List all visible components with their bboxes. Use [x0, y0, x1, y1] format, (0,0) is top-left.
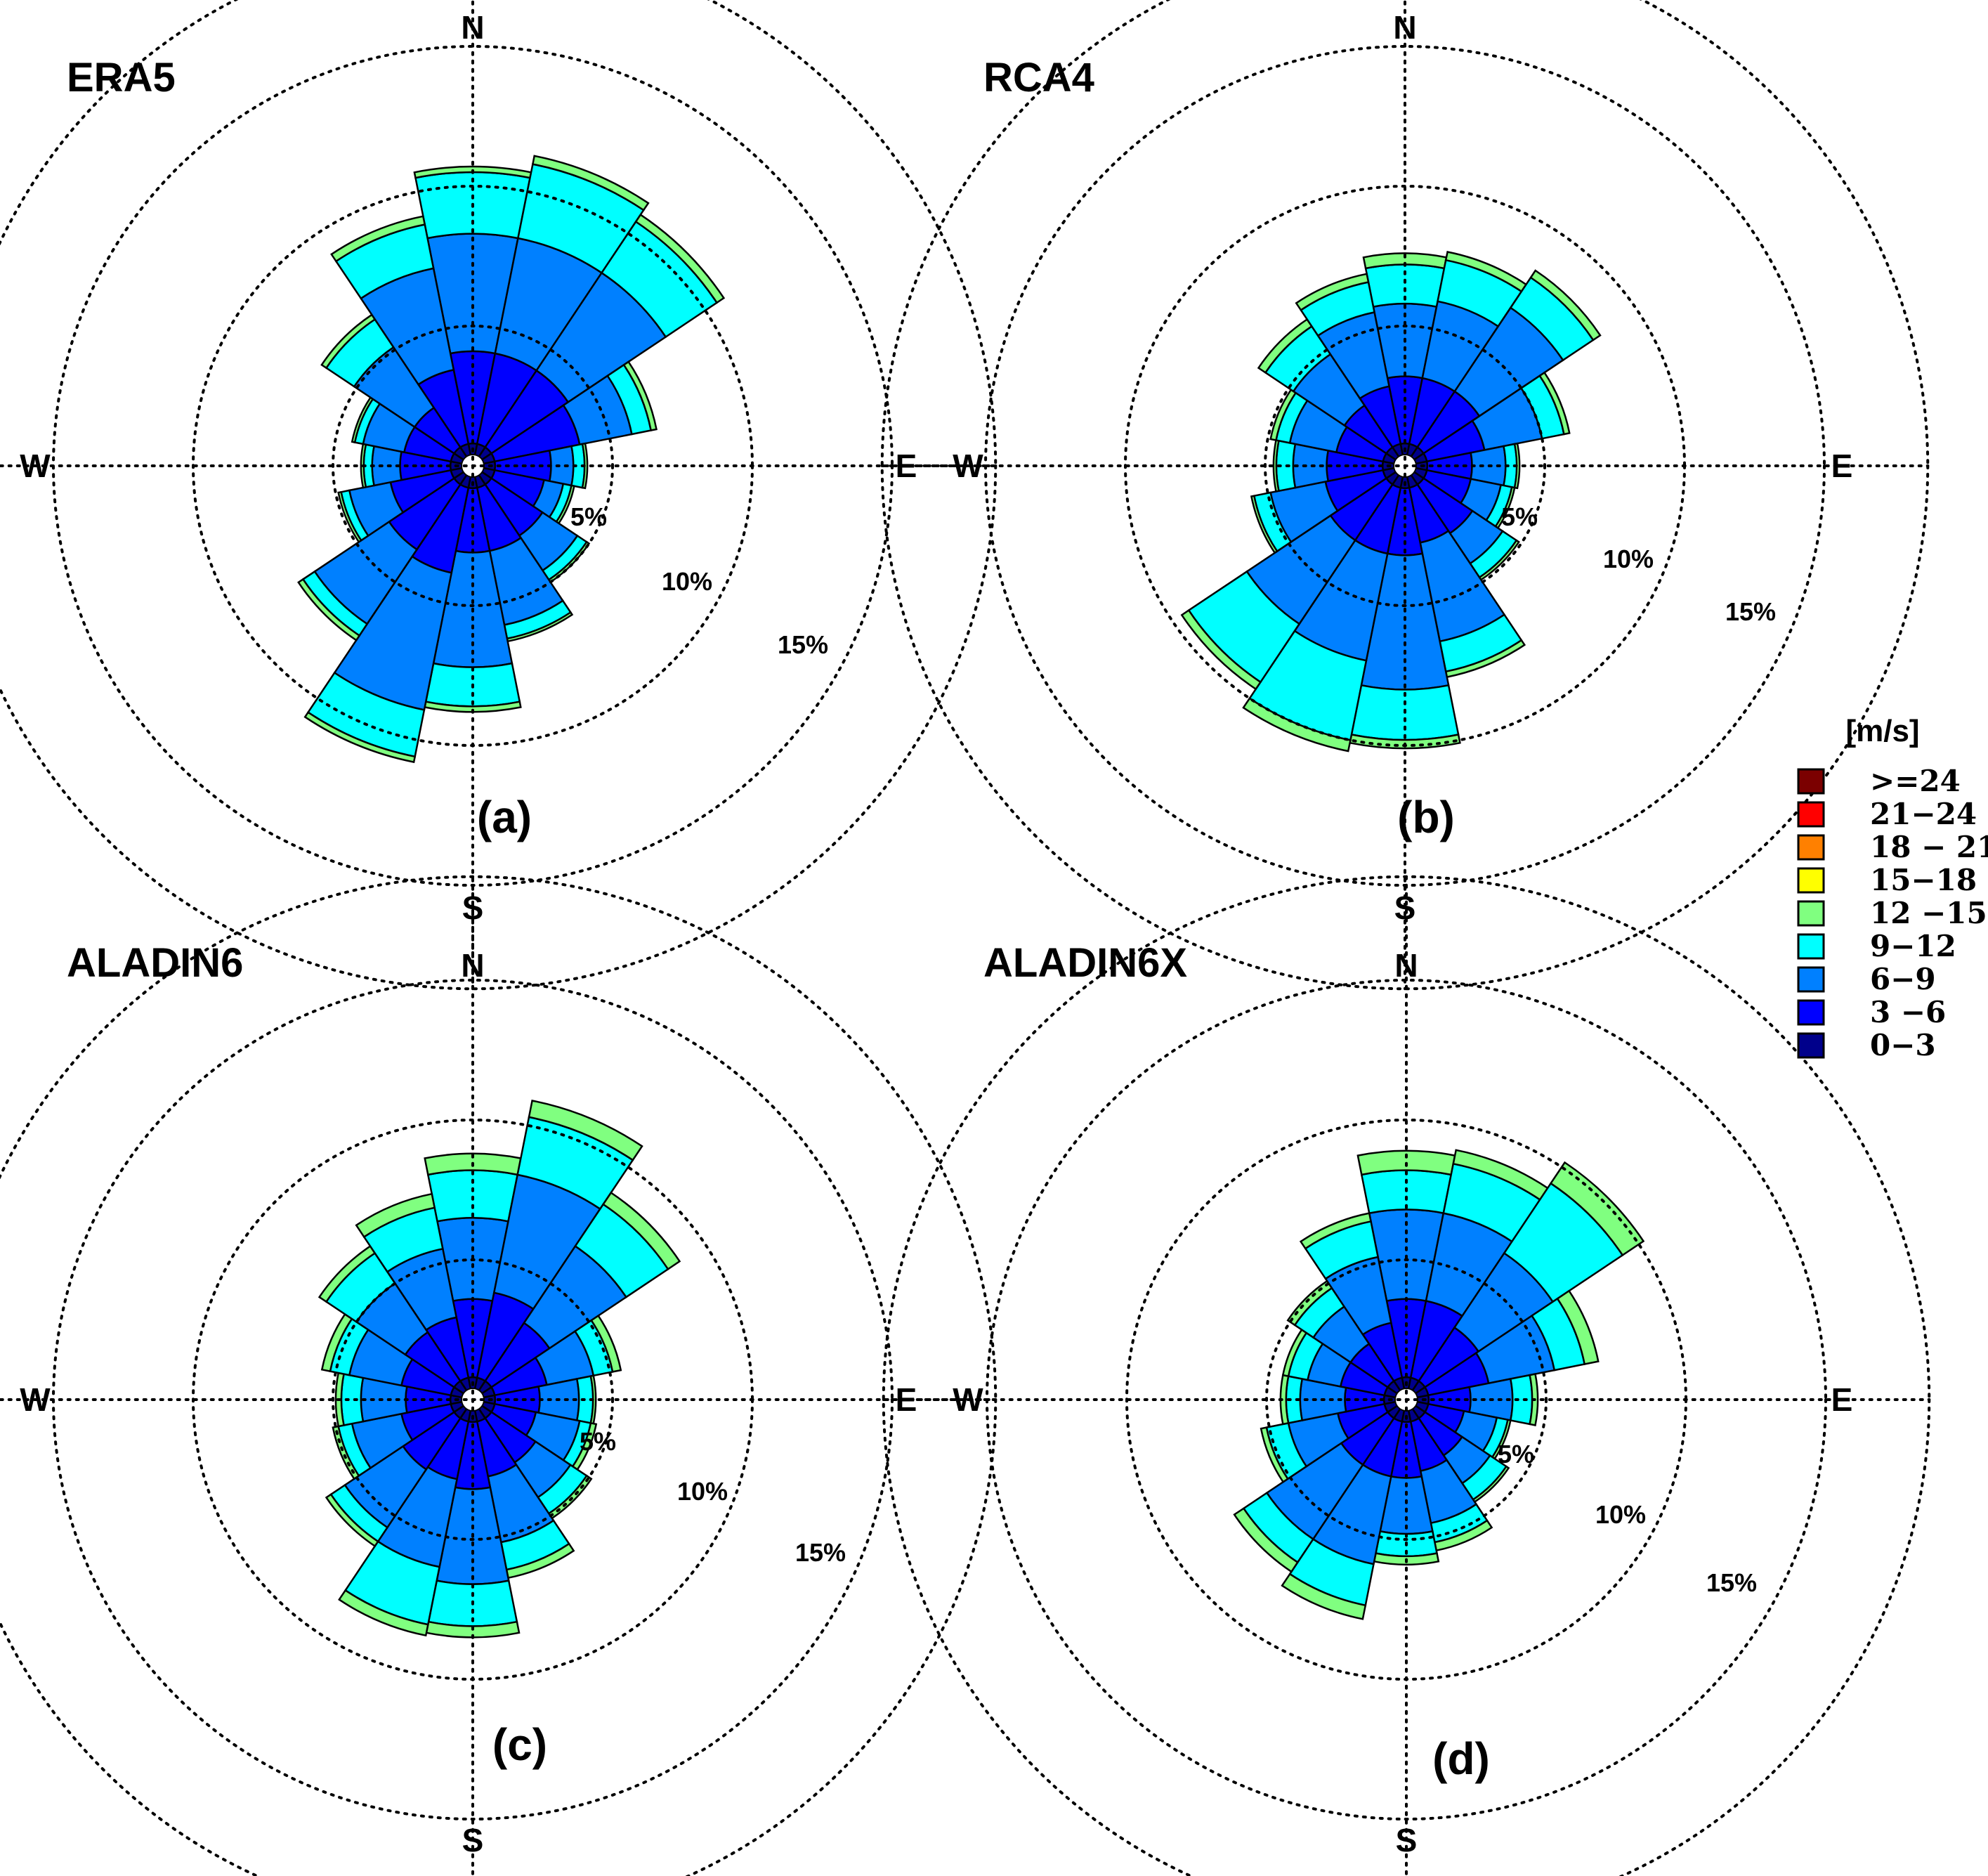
ring-label-1: 10%: [1595, 1500, 1646, 1529]
panel-tag: (d): [1432, 1733, 1490, 1784]
petal-nnw-bin-4: [1299, 1212, 1372, 1250]
ring-label-0: 5%: [1501, 502, 1538, 531]
dir-label-n: N: [1393, 9, 1416, 46]
ring-label-2: 15%: [778, 630, 828, 659]
petal-ene-bin-4: [622, 360, 658, 431]
petal-ssw-bin-4: [1281, 1572, 1367, 1620]
petal-sw-bin-4: [1180, 608, 1262, 691]
petal-sw-bin-4: [297, 578, 361, 641]
ring-5pct: [1265, 1258, 1548, 1541]
legend-label-8: 0−3: [1870, 1028, 1936, 1062]
ring-label-0: 5%: [1498, 1440, 1534, 1468]
petal-nnw-bin-4: [1295, 273, 1370, 312]
legend-label-2: 18 − 21: [1870, 830, 1988, 864]
petal-ssw-bin-4: [303, 711, 417, 764]
ring-label-1: 10%: [662, 567, 712, 596]
petal-nnw-bin-4: [330, 215, 426, 263]
petal-nne-bin-4: [531, 155, 650, 211]
petal-ne-bin-4: [1549, 1161, 1645, 1257]
petal-wsw-bin-4: [337, 490, 362, 544]
dir-label-w: W: [20, 448, 51, 484]
petals: [1233, 1149, 1645, 1620]
ring-label-1: 10%: [1603, 545, 1654, 573]
petal-ene-bin-4: [1556, 1289, 1600, 1365]
legend-swatch-4: [1797, 900, 1825, 927]
legend-title: [m/s]: [1845, 714, 1919, 748]
legend-label-0: >=24: [1870, 764, 1961, 798]
legend-label-5: 9−12: [1870, 929, 1956, 963]
dir-label-n: N: [461, 9, 484, 46]
petal-wsw-bin-4: [1260, 1426, 1289, 1483]
petal-e-bin-2: [548, 445, 575, 487]
legend-swatch-3: [1797, 867, 1825, 894]
ring-5pct: [332, 325, 614, 607]
petal-ene-bin-4: [590, 1314, 622, 1373]
petal-ne-bin-4: [601, 1191, 681, 1271]
legend-label-7: 3 −6: [1870, 995, 1946, 1029]
dir-label-s: S: [1396, 1822, 1418, 1858]
petal-ne-bin-4: [1529, 269, 1602, 341]
petal-sw-bin-4: [325, 1493, 379, 1548]
ring-5pct: [332, 1258, 614, 1541]
legend-swatch-1: [1797, 801, 1825, 828]
ring-label-0: 5%: [580, 1427, 616, 1456]
polar-grid: [882, 875, 1931, 1876]
panel-title: ALADIN6: [67, 940, 243, 986]
legend-swatch-6: [1797, 966, 1825, 993]
ring-5pct: [1264, 325, 1546, 607]
petal-nnw-bin-4: [355, 1192, 436, 1239]
dir-label-w: W: [953, 448, 983, 484]
panel-tag: (c): [492, 1719, 547, 1770]
ring-label-0: 5%: [570, 502, 607, 531]
ring-label-1: 10%: [677, 1477, 728, 1506]
petals: [1180, 251, 1602, 753]
legend-label-6: 6−9: [1870, 962, 1936, 996]
panel-tag: (b): [1397, 792, 1455, 842]
legend-swatch-2: [1797, 834, 1825, 861]
legend-swatch-7: [1797, 999, 1825, 1026]
legend-swatch-8: [1797, 1032, 1825, 1059]
panel-title: RCA4: [983, 55, 1094, 100]
dir-label-e: E: [1831, 448, 1853, 484]
petal-ssw-bin-4: [338, 1589, 429, 1637]
legend-label-4: 12 −15: [1870, 896, 1987, 930]
panel-title: ALADIN6X: [983, 940, 1187, 986]
petal-ne-bin-4: [634, 213, 726, 304]
dir-label-e: E: [896, 1381, 917, 1418]
panel-title: ERA5: [67, 55, 176, 100]
ring-label-2: 15%: [795, 1538, 846, 1567]
dir-label-n: N: [461, 947, 484, 984]
dir-label-e: E: [1831, 1381, 1853, 1418]
petal-nne-bin-4: [528, 1100, 643, 1161]
dir-label-w: W: [953, 1381, 983, 1418]
petal-e-bin-3: [1509, 1374, 1533, 1426]
legend-label-3: 15−18: [1870, 863, 1977, 897]
panel-tag: (a): [477, 792, 532, 842]
petals: [318, 1100, 681, 1639]
legend-label-1: 21−24: [1870, 797, 1977, 831]
ring-label-2: 15%: [1725, 597, 1776, 626]
petal-w-bin-3: [340, 1373, 365, 1426]
legend-swatch-5: [1797, 933, 1825, 960]
petal-ene-bin-4: [1538, 371, 1571, 436]
dir-label-s: S: [462, 1822, 484, 1858]
ring-label-2: 15%: [1706, 1568, 1757, 1597]
petals: [297, 155, 726, 764]
windrose-panels: NSEW5%10%15%ERA5(a)NSEW5%10%15%RCA4(b)NS…: [0, 0, 1931, 1876]
dir-label-w: W: [20, 1381, 51, 1418]
petal-sw-bin-4: [1233, 1507, 1299, 1573]
dir-label-n: N: [1394, 947, 1418, 984]
legend-swatch-0: [1797, 768, 1825, 795]
petal-wsw-bin-4: [1250, 495, 1279, 554]
